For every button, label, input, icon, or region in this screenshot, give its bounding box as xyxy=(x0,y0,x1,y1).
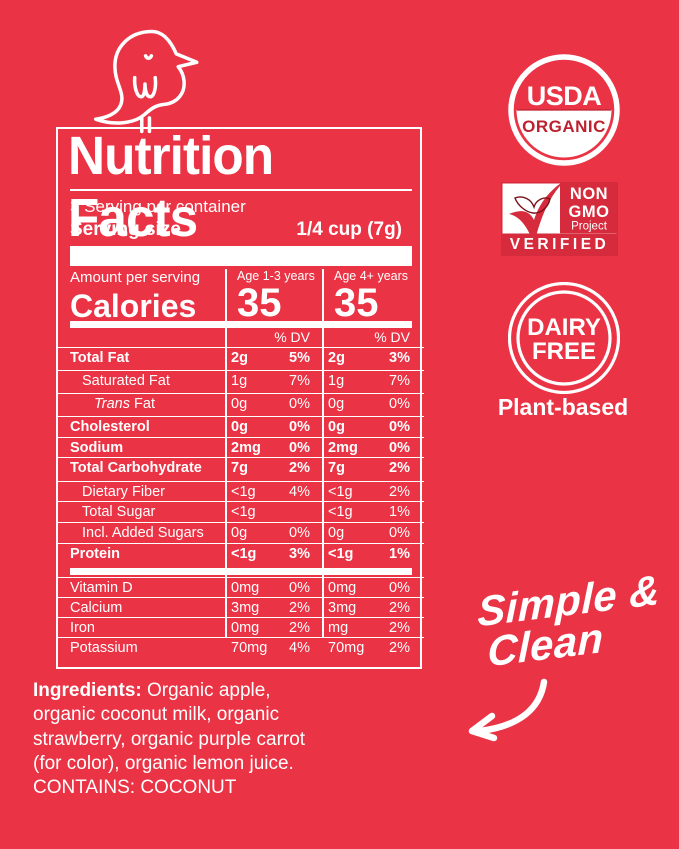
svg-text:Project: Project xyxy=(571,221,608,233)
svg-text:VERIFIED: VERIFIED xyxy=(510,236,609,253)
svg-text:DAIRY: DAIRY xyxy=(527,314,601,341)
svg-text:FREE: FREE xyxy=(532,338,596,365)
svg-text:USDA: USDA xyxy=(527,81,602,111)
svg-text:ORGANIC: ORGANIC xyxy=(522,117,606,136)
svg-text:GMO: GMO xyxy=(569,203,610,221)
svg-text:NON: NON xyxy=(570,185,608,203)
